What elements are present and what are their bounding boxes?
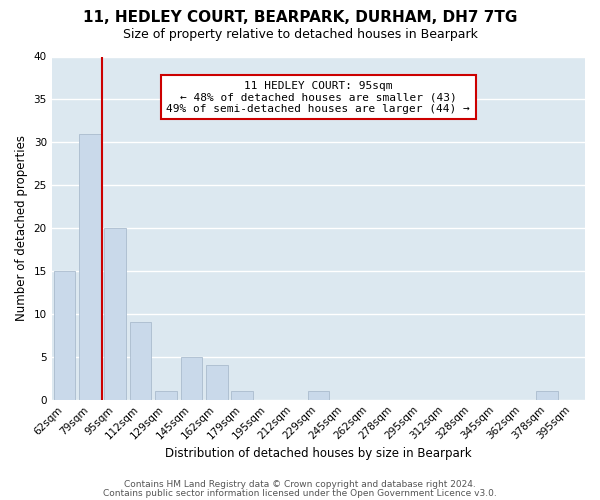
Text: Size of property relative to detached houses in Bearpark: Size of property relative to detached ho… xyxy=(122,28,478,41)
Bar xyxy=(130,322,151,400)
Bar xyxy=(206,366,227,400)
Bar xyxy=(181,357,202,400)
Text: Contains public sector information licensed under the Open Government Licence v3: Contains public sector information licen… xyxy=(103,488,497,498)
Bar xyxy=(104,228,126,400)
Text: 11 HEDLEY COURT: 95sqm
← 48% of detached houses are smaller (43)
49% of semi-det: 11 HEDLEY COURT: 95sqm ← 48% of detached… xyxy=(166,80,470,114)
Bar xyxy=(155,391,177,400)
X-axis label: Distribution of detached houses by size in Bearpark: Distribution of detached houses by size … xyxy=(165,447,472,460)
Bar xyxy=(536,391,557,400)
Bar xyxy=(308,391,329,400)
Text: 11, HEDLEY COURT, BEARPARK, DURHAM, DH7 7TG: 11, HEDLEY COURT, BEARPARK, DURHAM, DH7 … xyxy=(83,10,517,25)
Bar xyxy=(79,134,101,400)
Text: Contains HM Land Registry data © Crown copyright and database right 2024.: Contains HM Land Registry data © Crown c… xyxy=(124,480,476,489)
Y-axis label: Number of detached properties: Number of detached properties xyxy=(15,135,28,321)
Bar xyxy=(53,271,75,400)
Bar xyxy=(232,391,253,400)
